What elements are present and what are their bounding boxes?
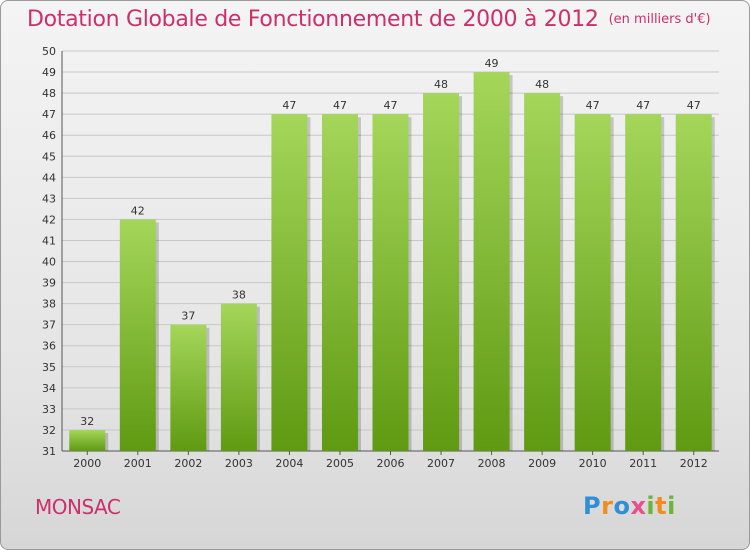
logo-letter: r: [601, 492, 614, 520]
bar: [372, 114, 409, 451]
x-tick-label: 2012: [680, 457, 708, 470]
y-tick-label: 39: [42, 277, 56, 290]
y-tick-label: 37: [42, 319, 56, 332]
y-tick-label: 42: [42, 213, 56, 226]
x-tick-label: 2011: [629, 457, 657, 470]
bars: [69, 72, 715, 452]
y-tick-label: 48: [42, 87, 56, 100]
logo-letter: i: [667, 492, 676, 520]
y-tick-label: 31: [42, 445, 56, 458]
value-label: 47: [384, 99, 398, 112]
value-label: 48: [434, 78, 448, 91]
y-tick-label: 33: [42, 403, 56, 416]
logo-letter: o: [613, 492, 631, 520]
y-tick-label: 49: [42, 66, 56, 79]
x-tick-label: 2002: [174, 457, 202, 470]
value-label: 47: [636, 99, 650, 112]
x-tick-label: 2008: [478, 457, 506, 470]
bar: [69, 429, 106, 451]
bar: [271, 114, 308, 451]
proxiti-logo: Proxiti: [583, 492, 676, 520]
bar: [524, 93, 561, 452]
bar: [423, 93, 460, 452]
y-tick-label: 47: [42, 108, 56, 121]
bar: [321, 114, 358, 451]
value-label: 47: [586, 99, 600, 112]
value-label: 47: [333, 99, 347, 112]
logo-letter: P: [583, 492, 602, 520]
bar: [170, 324, 207, 451]
y-tick-label: 40: [42, 256, 56, 269]
bar: [220, 303, 257, 451]
x-tick-label: 2007: [427, 457, 455, 470]
logo-letter: x: [630, 492, 647, 520]
bar: [675, 114, 712, 451]
x-tick-label: 2000: [73, 457, 101, 470]
value-label: 47: [282, 99, 296, 112]
chart-title: Dotation Globale de Fonctionnement de 20…: [27, 7, 711, 32]
value-label: 32: [80, 415, 94, 428]
x-tick-label: 2004: [275, 457, 303, 470]
y-tick-label: 45: [42, 150, 56, 163]
x-tick-label: 2010: [579, 457, 607, 470]
chart-unit: (en milliers d'€): [608, 12, 711, 27]
logo-letter: t: [655, 492, 668, 520]
logo-letter: i: [646, 492, 656, 520]
y-tick-label: 34: [42, 382, 56, 395]
bar: [119, 219, 156, 451]
labels: 31 32 33 34 35 36 37 38 39 40 41 42 43 44 45 46 47 48 49 50…: [42, 45, 708, 470]
bar: [473, 72, 510, 451]
value-label: 37: [181, 310, 195, 323]
value-label: 47: [687, 99, 701, 112]
y-tick-label: 41: [42, 234, 56, 247]
x-tick-label: 2009: [528, 457, 556, 470]
x-tick-label: 2003: [225, 457, 253, 470]
commune-name: MONSAC: [35, 495, 121, 519]
bar: [574, 114, 611, 451]
y-tick-label: 38: [42, 298, 56, 311]
x-tick-label: 2005: [326, 457, 354, 470]
value-label: 38: [232, 289, 246, 302]
x-tick-label: 2001: [124, 457, 152, 470]
y-tick-label: 35: [42, 361, 56, 374]
value-label: 42: [131, 204, 145, 217]
value-label: 48: [535, 78, 549, 91]
bar: [625, 114, 662, 451]
chart-title-text: Dotation Globale de Fonctionnement de 20…: [27, 7, 599, 32]
x-tick-label: 2006: [377, 457, 405, 470]
y-tick-label: 43: [42, 192, 56, 205]
y-tick-label: 44: [42, 171, 56, 184]
value-label: 49: [485, 57, 499, 70]
y-tick-label: 36: [42, 340, 56, 353]
y-tick-label: 32: [42, 424, 56, 437]
y-tick-label: 50: [42, 45, 56, 58]
y-tick-label: 46: [42, 129, 56, 142]
